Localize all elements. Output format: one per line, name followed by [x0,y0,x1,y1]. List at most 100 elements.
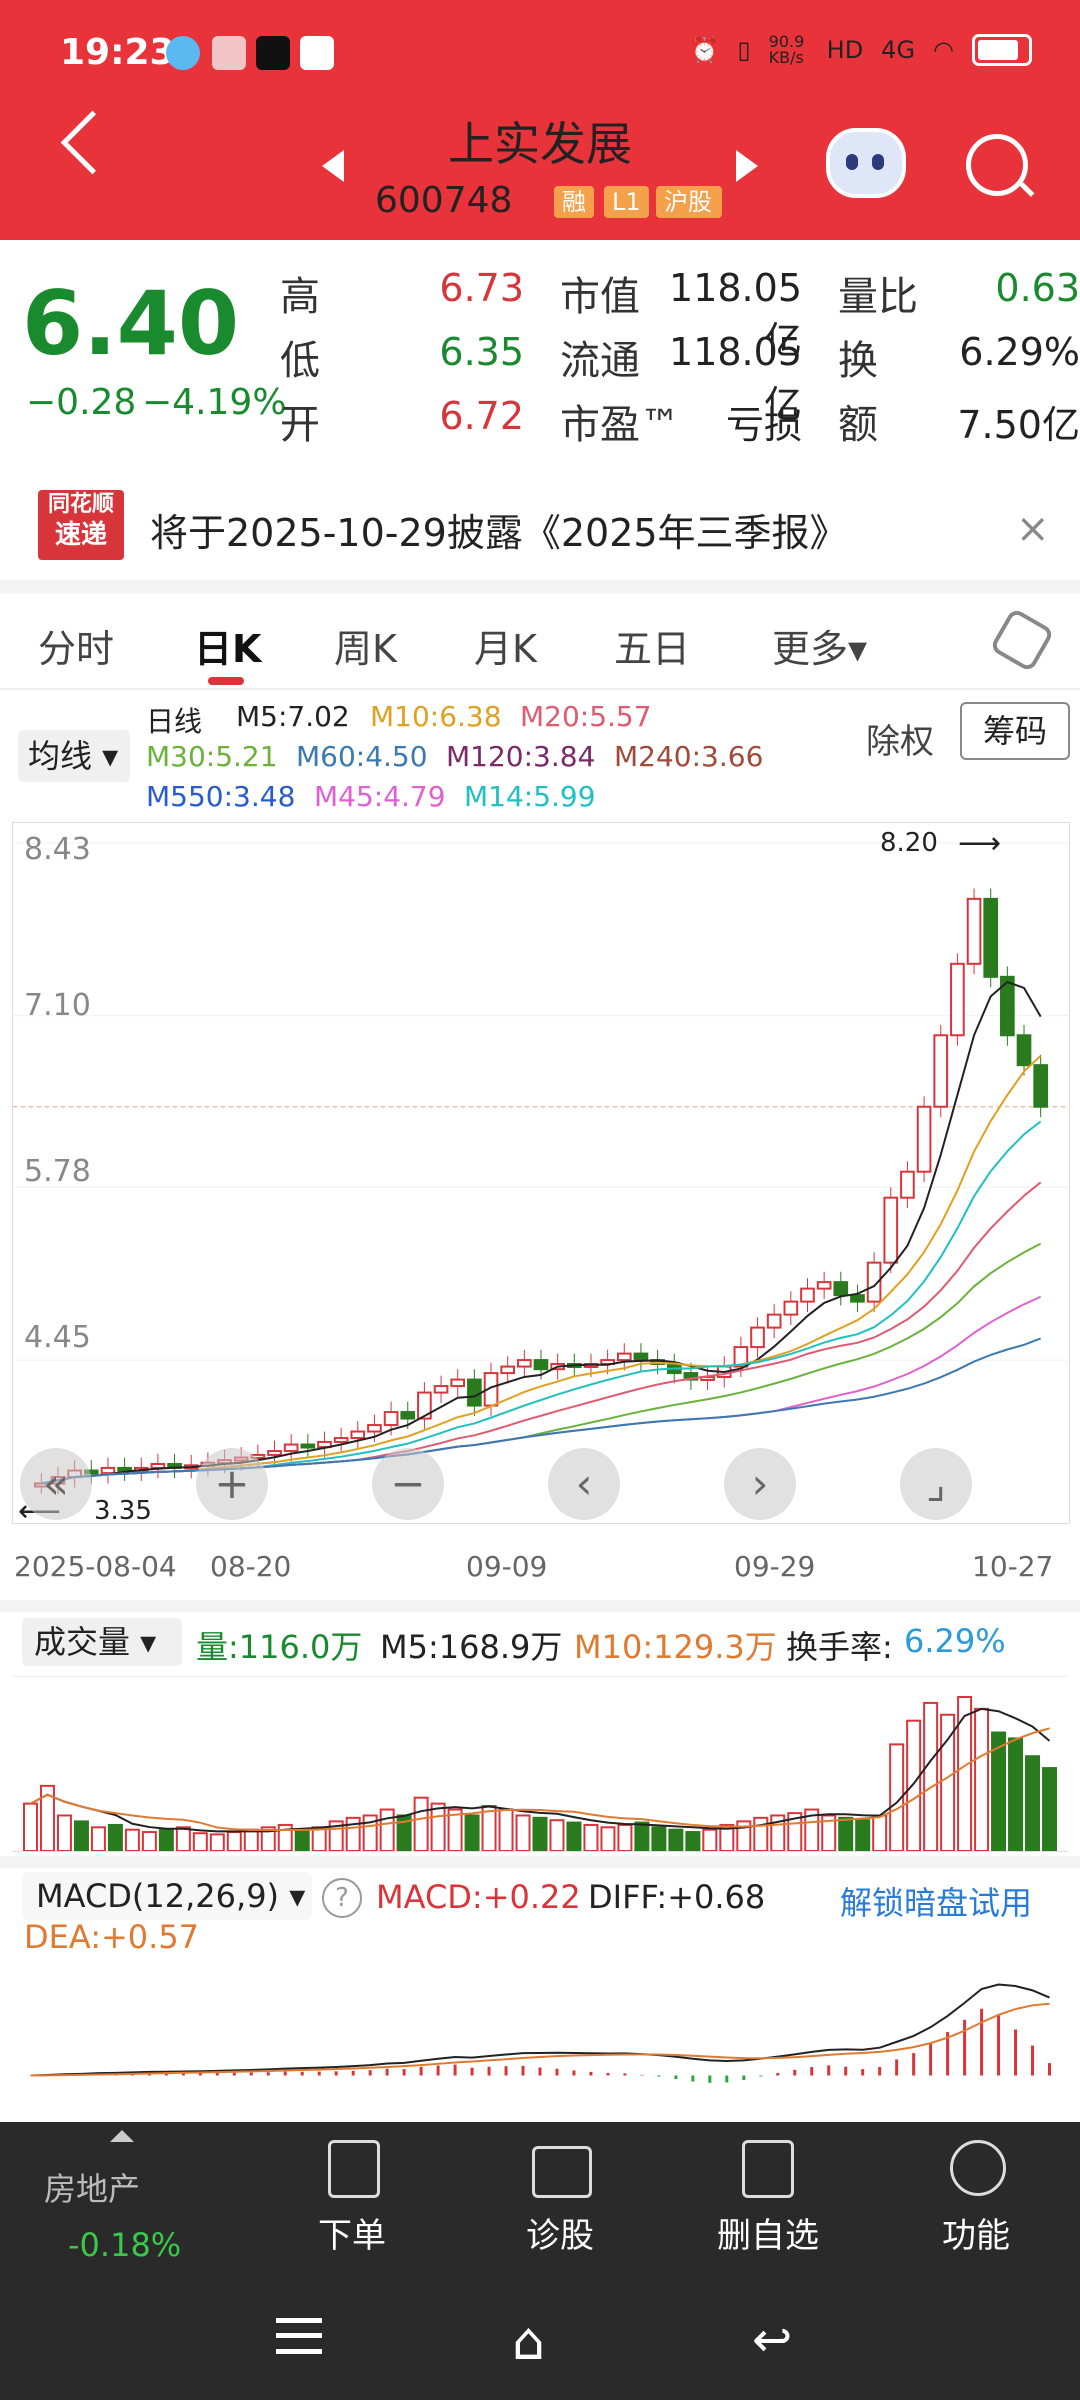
wifi-icon: ◠ [933,36,954,64]
unlock-dark-pool-link[interactable]: 解锁暗盘试用 [840,1884,1033,1922]
close-icon[interactable]: × [1016,506,1050,552]
tab-intraday[interactable]: 分时 [38,627,115,671]
scroll-left-fast-icon[interactable]: « [20,1448,92,1520]
candle-body [150,1463,166,1469]
tab-monthly-k[interactable]: 月K [474,627,537,671]
scroll-right-icon[interactable]: › [724,1448,796,1520]
volume-bar [464,1814,480,1852]
y-axis-label: 7.10 [24,988,91,1023]
chip-distribution-button[interactable]: 筹码 [960,702,1070,760]
min-price-marker: 3.35 [94,1496,152,1526]
volume-bar [702,1828,718,1853]
volume-bar [141,1831,157,1853]
expand-up-icon[interactable] [110,2130,134,2142]
y-axis-label: 4.45 [24,1320,91,1355]
zoom-in-icon[interactable]: + [196,1448,268,1520]
arrow-right-icon: ⟶ [958,826,1002,861]
candle-body [916,1105,932,1173]
active-tab-indicator [208,677,244,685]
volume-bar [838,1816,854,1852]
next-stock-icon[interactable] [736,150,758,182]
ma-selector[interactable]: 均线 ▾ [18,730,130,782]
diagnose-icon[interactable] [532,2146,592,2198]
volume-bar [430,1802,446,1853]
fullscreen-icon[interactable]: ⌟ [900,1448,972,1520]
candle-body [883,1196,899,1264]
volume-bar [651,1826,667,1853]
period-label: 日线 [146,705,203,738]
volume-bar [413,1796,429,1852]
divider [0,1600,1080,1612]
menu-icon[interactable] [276,2318,322,2354]
pe-value: 亏损 [725,403,802,447]
open-value: 6.72 [439,394,524,438]
candle-body [433,1385,449,1394]
back-nav-icon[interactable]: ↩ [752,2312,793,2368]
tab-five-day[interactable]: 五日 [614,627,691,671]
assistant-robot-icon[interactable] [826,128,906,198]
ma-legend-item: M14:5.99 [464,780,596,813]
kline-chart[interactable] [12,822,1070,1524]
search-icon[interactable] [966,134,1028,196]
volume-bar [566,1821,582,1852]
price-change: −0.28 [26,382,137,423]
volume-bar [1042,1767,1057,1852]
candle-body [800,1287,815,1303]
volume-bar [617,1823,633,1852]
functions-button[interactable]: 功能 [942,2216,1010,2256]
tab-weekly-k[interactable]: 周K [334,627,397,671]
net-speed: 90.9 KB/s [768,32,805,67]
tab-daily-k[interactable]: 日K [194,627,262,671]
notification-icon [212,36,246,70]
order-button[interactable]: 下单 [318,2216,386,2256]
ex-rights-toggle[interactable]: 除权 [866,722,934,762]
vibrate-icon: ▯ [737,36,751,64]
zoom-out-icon[interactable]: − [372,1448,444,1520]
candle-body [983,897,999,978]
diagnose-button[interactable]: 诊股 [526,2216,594,2256]
candle-body [367,1424,382,1433]
volume-chart[interactable] [12,1676,1068,1853]
date-label: 2025-08-04 [14,1550,177,1583]
candle-body [933,1034,949,1108]
order-icon[interactable] [328,2140,380,2198]
macd-selector[interactable]: MACD(12,26,9) ▾ [22,1872,312,1920]
home-icon[interactable]: ⌂ [512,2312,546,2372]
volume-selector[interactable]: 成交量 ▾ [22,1618,182,1666]
sector-name[interactable]: 房地产 [44,2170,141,2208]
low-label: 低 [280,338,320,384]
amount-value: 7.50亿 [957,403,1080,447]
functions-icon[interactable] [950,2140,1006,2196]
level-tag: L1 [604,186,649,218]
candle-body [950,962,965,1037]
prev-stock-icon[interactable] [322,150,344,182]
tab-more[interactable]: 更多▾ [772,627,868,671]
date-label: 10-27 [972,1550,1054,1583]
help-icon[interactable]: ? [322,1878,362,1918]
divider [0,580,1080,594]
candle-body [100,1466,116,1475]
candle-body [633,1352,649,1362]
divider [0,688,1080,690]
scroll-left-icon[interactable]: ‹ [548,1448,620,1520]
settings-icon[interactable] [989,607,1055,673]
turnover-label: 换 [838,338,878,384]
macd-chart[interactable] [12,1978,1068,2108]
volume-bar [753,1816,769,1852]
remove-watchlist-button[interactable]: 删自选 [717,2216,819,2256]
volume-bar [498,1808,514,1853]
volume-bar [532,1816,548,1852]
candle-body [750,1326,765,1349]
remove-watchlist-icon[interactable] [742,2140,794,2198]
candle-body [467,1378,482,1407]
divider [0,1856,1080,1868]
mcap-label: 市值 [560,274,640,320]
notice-banner[interactable] [0,470,1080,582]
alarm-icon: ⏰ [689,36,720,64]
volume-bar [1025,1755,1041,1852]
volume-bar [379,1808,395,1853]
battery-icon [972,34,1032,66]
volume-ma-line [30,1727,1050,1832]
volume-bar [124,1828,140,1853]
volume-bar [906,1719,922,1852]
